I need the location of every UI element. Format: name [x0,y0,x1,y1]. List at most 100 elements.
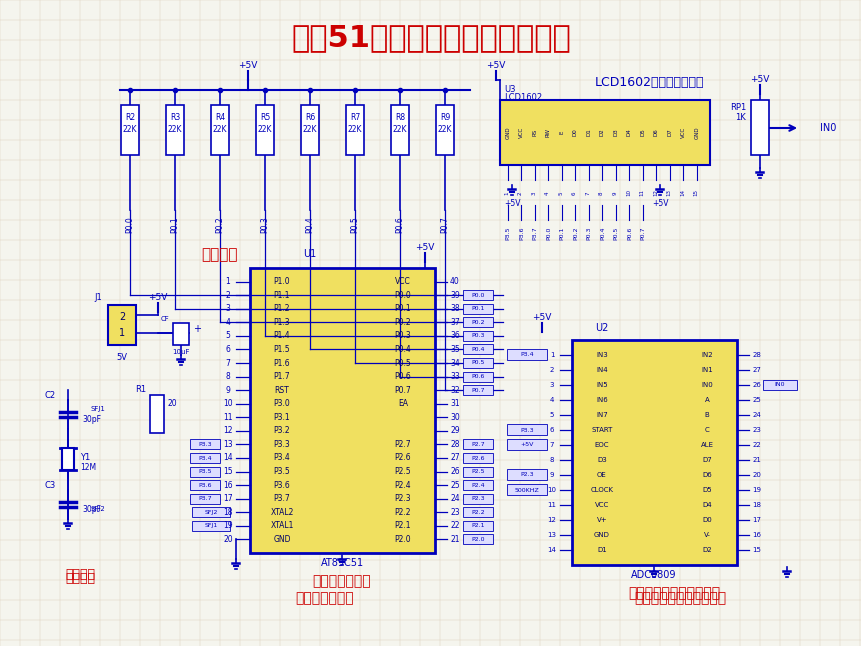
Bar [462,507,492,517]
Text: IN0: IN0 [700,382,712,388]
Text: 20: 20 [223,535,232,544]
Text: P2.6: P2.6 [471,455,484,461]
Text: 22K: 22K [257,125,272,134]
Text: 18: 18 [223,508,232,517]
Text: +5V: +5V [486,61,505,70]
Text: 7: 7 [549,442,554,448]
Text: P3.6: P3.6 [198,483,212,488]
Text: 39: 39 [449,291,459,300]
Text: R9: R9 [439,114,449,123]
Text: U3: U3 [504,85,515,94]
Text: P0.3: P0.3 [260,216,269,233]
Text: P0.4: P0.4 [599,226,604,240]
Text: P0.2: P0.2 [215,216,224,233]
Text: 35: 35 [449,345,459,354]
Text: P0.4: P0.4 [471,347,484,352]
Text: P0.7: P0.7 [440,216,449,233]
Text: 28: 28 [449,440,459,449]
Bar [462,371,492,382]
Text: 22K: 22K [168,125,182,134]
Text: P3.6: P3.6 [518,226,523,240]
Text: EOC: EOC [594,442,609,448]
Bar [462,290,492,300]
Bar [462,453,492,463]
Text: P0.3: P0.3 [394,331,411,340]
Text: 16: 16 [223,481,232,490]
Text: D4: D4 [702,502,711,508]
Text: 27: 27 [752,367,760,373]
Text: P2.4: P2.4 [471,483,484,488]
Text: 9: 9 [612,191,616,194]
Text: P1.5: P1.5 [274,345,290,354]
Text: P0.7: P0.7 [471,388,484,393]
Text: 11: 11 [639,189,644,196]
Text: P0.3: P0.3 [585,226,591,240]
Text: 14: 14 [547,547,556,553]
Text: J1: J1 [94,293,102,302]
Text: 14: 14 [223,453,232,463]
Text: 34: 34 [449,359,459,368]
Text: P3.0: P3.0 [273,399,290,408]
Text: 20: 20 [752,472,760,478]
Text: P2.1: P2.1 [471,523,484,528]
Text: IN6: IN6 [596,397,607,403]
Text: 基于51单片机的数字电压表设计: 基于51单片机的数字电压表设计 [291,23,570,52]
Text: P3.3: P3.3 [273,440,290,449]
Text: P2.2: P2.2 [471,510,484,515]
Text: GND: GND [505,126,510,139]
Text: P3.1: P3.1 [274,413,290,422]
Text: 21: 21 [449,535,459,544]
Text: 19: 19 [223,521,232,530]
Text: 22K: 22K [122,125,137,134]
Text: P2.5: P2.5 [394,467,411,476]
Text: 2: 2 [226,291,230,300]
Text: 模拟量转换为数字量电路: 模拟量转换为数字量电路 [627,586,719,600]
Text: P0.2: P0.2 [573,226,578,240]
Bar [462,439,492,450]
Text: 27: 27 [449,453,459,463]
Bar [108,305,136,345]
Bar [462,385,492,395]
Text: CF: CF [160,316,169,322]
Text: P2.3: P2.3 [519,472,533,477]
Bar [462,494,492,504]
Text: 6: 6 [572,191,576,194]
Text: B: B [703,412,709,418]
Text: P3.3: P3.3 [198,442,212,447]
Text: 单片机最小系统: 单片机最小系统 [295,591,354,605]
Text: 2: 2 [119,312,125,322]
Text: R6: R6 [305,114,315,123]
Text: D1: D1 [597,547,606,553]
Text: 5: 5 [549,412,554,418]
Bar [189,466,220,477]
Bar [462,344,492,355]
Text: 33: 33 [449,372,459,381]
Text: 6: 6 [549,427,554,433]
Text: 18: 18 [752,502,760,508]
Text: 24: 24 [449,494,459,503]
Text: P0.1: P0.1 [471,306,484,311]
Bar [499,100,709,165]
Text: 12M: 12M [80,463,96,472]
Text: IN0: IN0 [774,382,784,388]
Text: P0.3: P0.3 [471,333,484,339]
Text: P3.6: P3.6 [273,481,290,490]
Text: P1.6: P1.6 [274,359,290,368]
Bar [121,105,139,155]
Text: 3: 3 [549,382,554,388]
Bar [150,395,164,433]
Bar [173,323,189,345]
Text: P3.5: P3.5 [273,467,290,476]
Text: 3: 3 [531,191,536,194]
Text: GND: GND [694,126,698,139]
Bar [462,331,492,341]
Text: P0.0: P0.0 [545,226,550,240]
Text: P0.1: P0.1 [559,226,564,240]
Text: P0.6: P0.6 [471,374,484,379]
Text: D3: D3 [613,129,618,136]
Text: 8: 8 [549,457,554,463]
Text: 9: 9 [226,386,230,395]
Text: 23: 23 [752,427,760,433]
Text: +5V: +5V [532,313,551,322]
Text: C3: C3 [45,481,56,490]
